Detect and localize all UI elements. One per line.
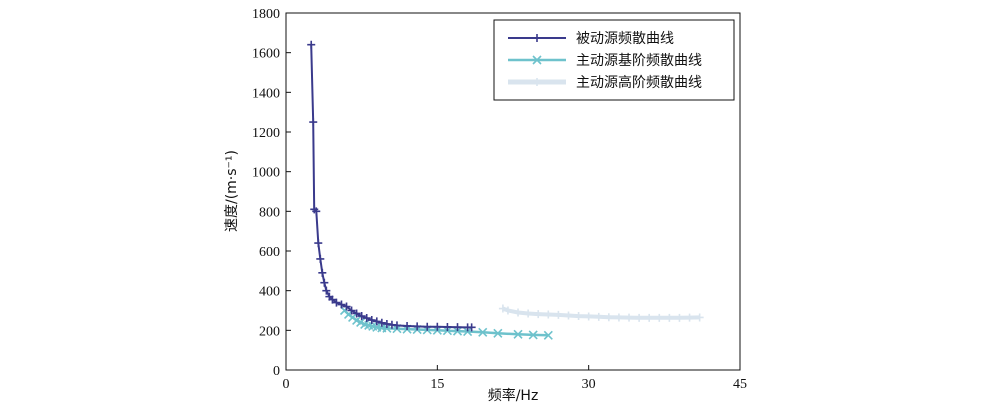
data-point	[514, 308, 523, 317]
data-point	[478, 327, 488, 337]
y-tick-label: 0	[273, 364, 280, 379]
data-point	[493, 328, 503, 338]
series-3	[498, 304, 704, 322]
x-tick-label: 15	[430, 377, 444, 392]
data-point	[392, 321, 401, 330]
y-tick-label: 1200	[252, 126, 280, 141]
data-point	[675, 313, 684, 322]
x-tick-label: 45	[733, 377, 747, 392]
data-point	[322, 286, 331, 295]
y-axis-title: 速度/(m·s⁻¹)	[224, 150, 240, 232]
data-point	[342, 302, 351, 311]
data-point	[413, 322, 422, 331]
y-tick-label: 1000	[252, 166, 280, 181]
data-point	[467, 323, 476, 332]
data-point	[377, 318, 386, 327]
axis-ticks	[285, 12, 741, 371]
data-point	[312, 207, 321, 216]
y-tick-label: 1400	[252, 86, 280, 101]
data-point	[614, 313, 623, 322]
data-point	[332, 298, 341, 307]
data-point	[443, 322, 452, 331]
y-tick-label: 1600	[252, 47, 280, 62]
y-tick-label: 200	[259, 324, 280, 339]
x-tick-label: 0	[283, 377, 290, 392]
data-point	[513, 329, 523, 339]
series-2	[339, 305, 553, 340]
data-point	[554, 310, 563, 319]
data-point	[635, 313, 644, 322]
data-point	[584, 312, 593, 321]
data-point	[337, 300, 346, 309]
data-point	[367, 316, 376, 325]
y-tick-label: 1800	[252, 7, 280, 22]
x-axis-title: 频率/Hz	[488, 387, 539, 404]
y-tick-label: 800	[259, 205, 280, 220]
data-point	[362, 314, 371, 323]
legend-label: 被动源频散曲线	[576, 31, 674, 47]
data-point	[685, 313, 694, 322]
data-point	[498, 304, 507, 313]
data-point	[695, 313, 704, 322]
data-point	[604, 313, 613, 322]
x-tick-label: 30	[582, 377, 596, 392]
data-point	[314, 239, 323, 248]
y-tick-label: 600	[259, 245, 280, 260]
data-point	[463, 326, 473, 337]
data-point	[318, 268, 327, 277]
plot-frame	[285, 12, 741, 371]
legend-label: 主动源高阶频散曲线	[576, 74, 702, 91]
data-point	[594, 312, 603, 321]
legend-marker	[533, 34, 541, 42]
data-point	[534, 310, 543, 319]
data-point	[528, 330, 538, 340]
data-point	[403, 321, 412, 330]
data-point	[564, 311, 573, 320]
data-point	[328, 295, 337, 304]
data-point	[423, 322, 432, 331]
data-point	[320, 278, 329, 287]
data-point	[544, 310, 553, 319]
data-point	[574, 312, 583, 321]
data-point	[503, 306, 512, 315]
data-point	[309, 118, 318, 127]
data-point	[543, 330, 553, 340]
data-point	[625, 313, 634, 322]
data-point	[645, 313, 654, 322]
data-point	[655, 313, 664, 322]
data-point	[524, 309, 533, 318]
data-point	[307, 40, 316, 49]
legend-label: 主动源基阶频散曲线	[576, 52, 702, 69]
axis-tick-labels: 0 15 30 45 0 200 400 600 800 1000 1200 1400 1600 1800	[252, 7, 747, 392]
series-1	[307, 40, 476, 332]
data-point	[357, 312, 366, 321]
data-point	[433, 322, 442, 331]
data-point	[665, 313, 674, 322]
data-point	[316, 254, 325, 263]
data-point	[453, 323, 462, 332]
data-point	[372, 317, 381, 326]
series-layer	[307, 40, 704, 340]
data-point	[382, 323, 392, 333]
data-point	[352, 309, 361, 318]
legend-marker	[533, 78, 541, 86]
y-tick-label: 400	[259, 285, 280, 300]
legend-marker	[532, 55, 542, 65]
series-line	[310, 44, 472, 329]
data-point	[347, 306, 356, 315]
